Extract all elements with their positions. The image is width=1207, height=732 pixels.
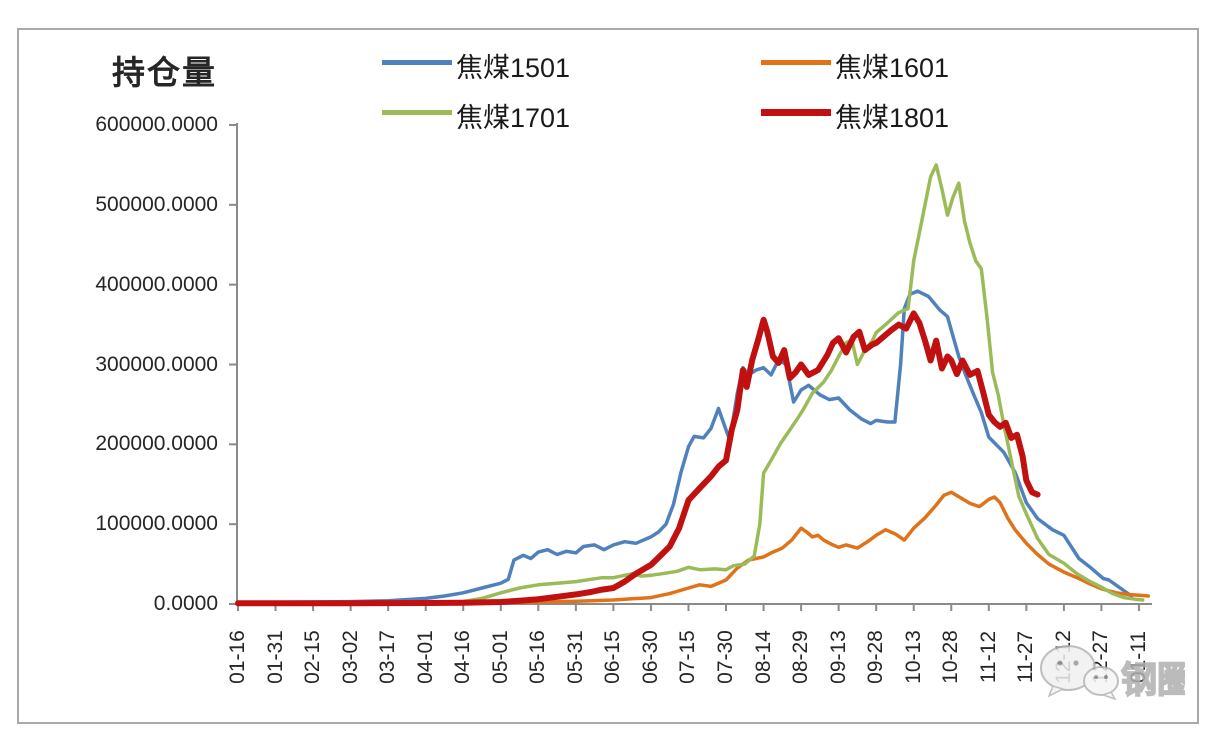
chart-title: 持仓量	[112, 54, 217, 91]
legend-label-jm1501: 焦煤1501	[456, 53, 571, 83]
y-tick-label: 500000.0000	[95, 192, 218, 216]
x-tick-label: 03-02	[338, 630, 362, 684]
y-tick-label: 400000.0000	[95, 272, 218, 296]
y-tick-label: 200000.0000	[95, 432, 218, 456]
x-tick-label: 06-15	[601, 630, 625, 684]
x-tick-label: 09-13	[826, 630, 850, 684]
x-tick-label: 01-31	[263, 630, 287, 684]
x-tick-label: 08-14	[751, 630, 775, 684]
x-tick-label: 10-28	[939, 630, 963, 684]
series-line-焦煤1601	[236, 490, 1151, 606]
x-tick-label: 05-16	[526, 630, 550, 684]
x-tick-label: 05-01	[488, 630, 512, 684]
series-line-焦煤1801	[235, 310, 1041, 607]
series-line-焦煤1501	[236, 289, 1134, 605]
x-tick-label: 05-31	[563, 630, 587, 684]
x-tick-label: 04-16	[451, 630, 475, 684]
legend-swatch-jm1701	[382, 110, 452, 115]
x-tick-label: 10-13	[901, 630, 925, 684]
legend-swatch-jm1501	[382, 60, 452, 65]
x-tick-label: 07-15	[676, 630, 700, 684]
watermark: 钢圈	[1040, 645, 1185, 701]
x-tick-label: 04-01	[413, 630, 437, 684]
x-tick-label: 11-12	[976, 630, 1000, 684]
wechat-bubbles-icon	[1040, 645, 1119, 701]
x-tick-label: 09-28	[864, 630, 888, 684]
legend-label-jm1801: 焦煤1801	[835, 103, 950, 133]
x-tick-label: 01-16	[226, 630, 249, 684]
y-tick-label: 100000.0000	[95, 512, 218, 536]
y-tick-label: 300000.0000	[95, 352, 218, 376]
legend-swatch-jm1801	[761, 109, 831, 116]
legend-swatch-jm1601	[761, 60, 831, 65]
x-tick-label: 02-15	[301, 630, 325, 684]
y-tick-label: 0.0000	[153, 592, 218, 615]
legend-label-jm1601: 焦煤1601	[835, 53, 950, 83]
x-tick-label: 03-17	[376, 630, 400, 684]
x-tick-label: 06-30	[638, 630, 662, 684]
chart-frame-border	[17, 28, 1199, 724]
x-tick-label: 07-30	[714, 630, 738, 684]
x-tick-label: 08-29	[789, 630, 813, 684]
legend-label-jm1701: 焦煤1701	[456, 103, 571, 133]
watermark-text: 钢圈	[1121, 659, 1185, 700]
y-tick-label: 600000.0000	[95, 113, 218, 136]
series-line-焦煤1701	[236, 163, 1145, 606]
